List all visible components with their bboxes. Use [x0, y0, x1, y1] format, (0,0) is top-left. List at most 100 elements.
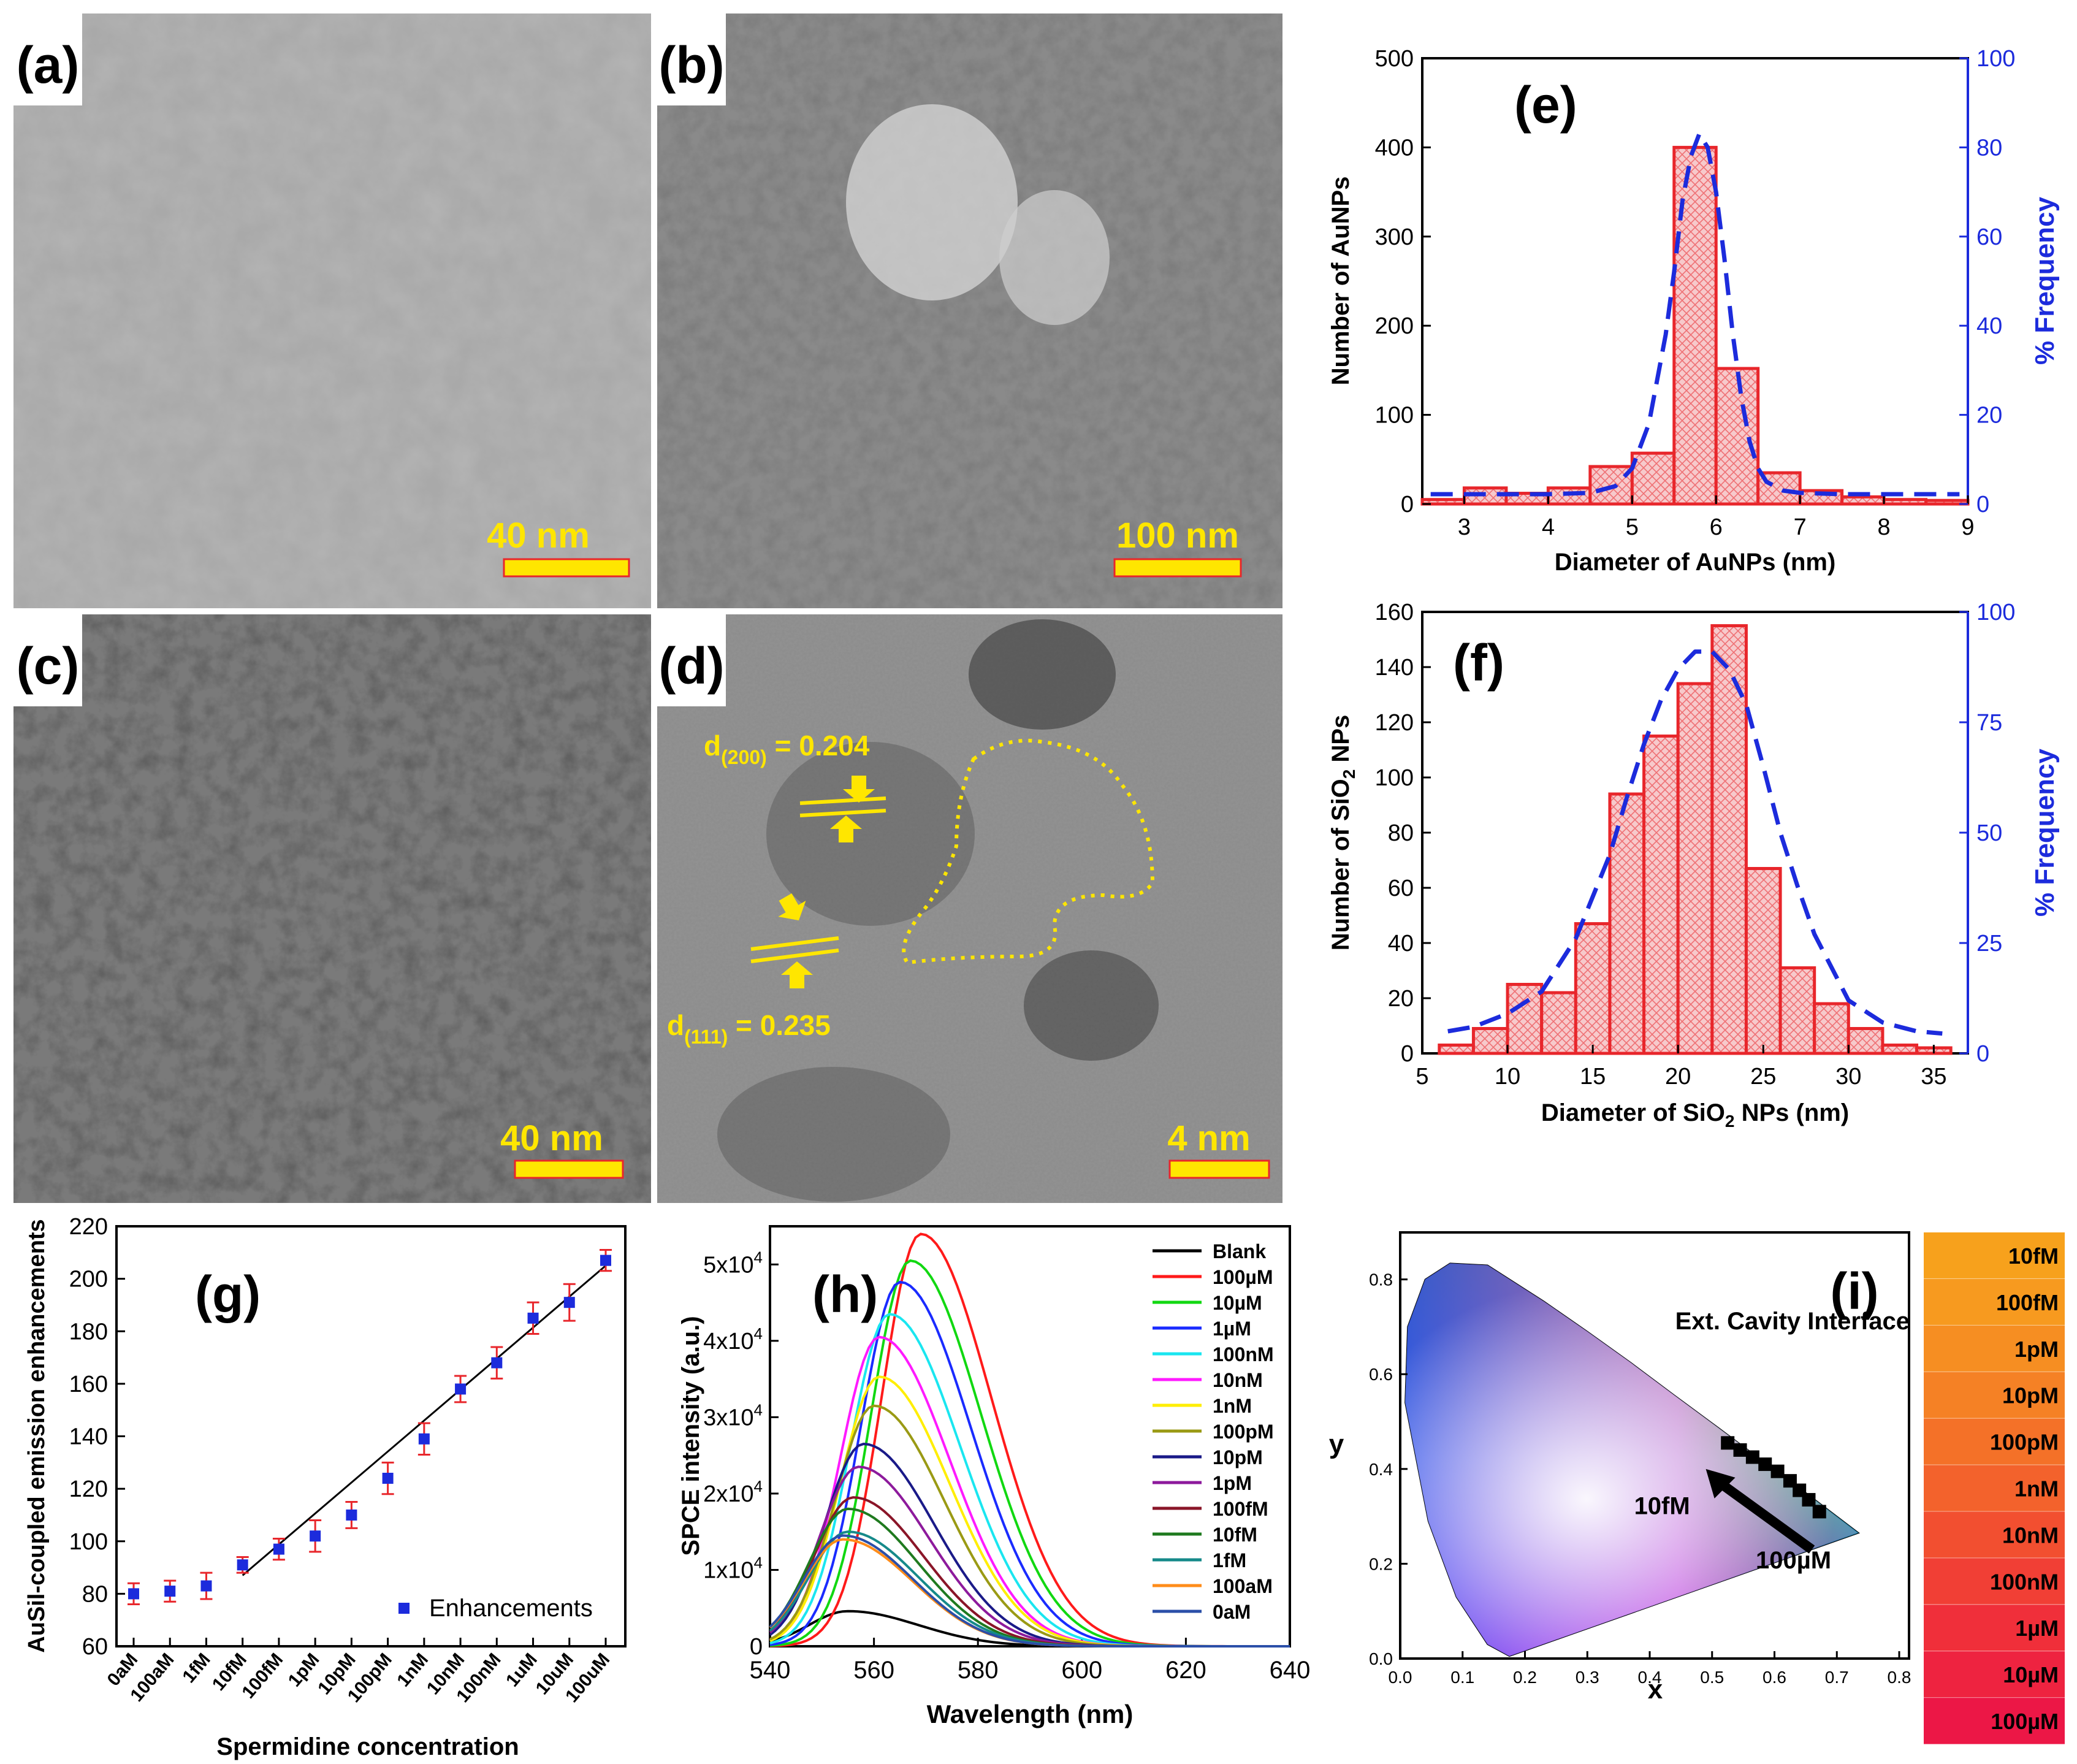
chart-h-xtick-label: 640 — [1270, 1657, 1311, 1684]
chart-g-ytick-label: 100 — [69, 1529, 108, 1555]
color-scale-swatch — [1924, 1325, 2065, 1372]
chart-f-bar — [1574, 922, 1612, 1055]
chart-f-xtick-label: 15 — [1580, 1064, 1606, 1090]
chart-f-gaussian-fit — [1447, 649, 1943, 1036]
color-scale-label: 100nM — [1990, 1569, 2059, 1594]
chart-i-end-label: 100µM — [1756, 1547, 1831, 1574]
chart-g-point — [382, 1473, 394, 1484]
chart-f-ytick-label: 160 — [1375, 600, 1414, 625]
color-scale-swatch — [1924, 1511, 2065, 1559]
chart-g-xtick-label: 100fM — [238, 1649, 287, 1702]
chart-g-legend-text: Enhancements — [429, 1595, 593, 1622]
color-scale-label: 1pM — [2014, 1337, 2059, 1362]
chart-e-y2tick-label: 100 — [1976, 46, 2015, 72]
chart-f-ytick-label: 60 — [1388, 876, 1414, 901]
chart-f-y2tick-label: 75 — [1976, 710, 2002, 736]
chart-f-y2tick-label: 25 — [1976, 931, 2002, 956]
chart-i-point — [1770, 1464, 1785, 1478]
color-scale-label: 100pM — [1990, 1430, 2059, 1455]
chart-e-y2tick-label: 60 — [1976, 224, 2002, 250]
d111-arrow-bottom — [781, 961, 813, 988]
color-scale-label: 100µM — [1991, 1709, 2059, 1734]
chart-h-legend-label: 10pM — [1213, 1446, 1263, 1468]
chart-f-xlabel: Diameter of SiO2 NPs (nm) — [1541, 1099, 1849, 1131]
color-scale-swatch — [1924, 1651, 2065, 1698]
chart-e-bar — [1882, 498, 1928, 506]
chart-h-ytick-label: 3x104 — [703, 1400, 763, 1430]
chart-g-point — [128, 1588, 139, 1600]
chart-e-xlabel: Diameter of AuNPs (nm) — [1555, 549, 1836, 576]
chart-f-y2label: % Frequency — [2030, 749, 2060, 917]
chart-i-annotation: Ext. Cavity Interface — [1675, 1308, 1910, 1335]
chart-i-point — [1812, 1505, 1826, 1519]
chart-g-ytick-label: 160 — [69, 1372, 108, 1397]
panel-f-label: (f) — [1453, 634, 1504, 692]
chart-i-arrow-shaft — [1716, 1478, 1815, 1554]
chart-g-point — [237, 1559, 248, 1571]
chart-h-xtick-label: 540 — [750, 1657, 791, 1684]
chart-h-ytick-label: 4x104 — [703, 1324, 763, 1354]
chart-f-bar — [1778, 966, 1816, 1055]
color-scale-swatch — [1924, 1558, 2065, 1605]
chart-i-xlabel: x — [1648, 1674, 1663, 1705]
color-scale-swatch — [1924, 1232, 2065, 1279]
chart-f-bar — [1438, 1044, 1475, 1055]
color-scale-label: 1nM — [2014, 1476, 2059, 1502]
chart-e-bar — [1714, 367, 1760, 506]
amorphous-region-outline — [902, 739, 1155, 965]
chart-f-bar — [1471, 1027, 1509, 1055]
chart-e-ytick-label: 100 — [1375, 403, 1414, 429]
chart-h-legend-label: 100aM — [1213, 1575, 1273, 1597]
panel-c-label-box — [13, 614, 82, 706]
chart-e-y2tick-label: 80 — [1976, 135, 2002, 161]
chart-h-legend-label: 1fM — [1213, 1549, 1246, 1571]
chart-f-ytick-label: 100 — [1375, 765, 1414, 791]
chart-g-ytick-label: 60 — [82, 1634, 108, 1660]
chart-i-start-label: 10fM — [1634, 1492, 1690, 1519]
panel-c-label: (c) — [17, 637, 80, 695]
color-scale-swatch — [1924, 1418, 2065, 1465]
panel-a-scale-bar — [503, 558, 630, 578]
chart-i-xtick-label: 0.7 — [1825, 1668, 1849, 1687]
panel-c: (c) 40 nm — [13, 614, 651, 1203]
chart-e-ytick-label: 500 — [1375, 46, 1414, 72]
panel-d-scale-text: 4 nm — [1167, 1118, 1250, 1158]
chart-e-bar — [1546, 486, 1592, 506]
chart-g-ytick-label: 200 — [69, 1267, 108, 1292]
chart-g-point — [200, 1580, 212, 1592]
chart-f-y2tick-label: 0 — [1976, 1041, 1989, 1067]
chart-f-xtick-label: 20 — [1665, 1064, 1691, 1090]
chart-i-xtick-label: 0.5 — [1700, 1668, 1724, 1687]
color-scale-swatch — [1924, 1465, 2065, 1512]
chart-e-xtick-label: 9 — [1961, 514, 1974, 540]
color-scale-label: 10nM — [2002, 1522, 2059, 1548]
chart-e-ytick-label: 300 — [1375, 224, 1414, 250]
chart-g-point — [600, 1254, 611, 1266]
panel-d-label-box — [657, 614, 726, 706]
panel-a-label: (a) — [17, 36, 80, 94]
chart-e-y2tick-label: 40 — [1976, 313, 2002, 339]
chart-i-point — [1733, 1443, 1747, 1457]
chart-h-legend-label: 100nM — [1213, 1343, 1274, 1365]
d111-arrow-top — [778, 893, 806, 921]
chart-h-ytick-label: 1x104 — [703, 1553, 763, 1583]
d200-annotation: d(200) = 0.204 — [704, 730, 870, 768]
chart-f: 5 10 15 20 25 30 35 0 20 40 60 80 100 120 140 160 0 25 50 7… — [1327, 600, 2060, 1131]
chart-h-xtick-label: 620 — [1165, 1657, 1206, 1684]
color-scale-swatch — [1924, 1372, 2065, 1419]
chart-e-xtick-label: 4 — [1542, 514, 1555, 540]
panel-d-scale-bar — [1168, 1159, 1270, 1179]
panel-c-scale-bar — [514, 1159, 624, 1179]
chart-h: 540 560 580 600 620 640 0 1x104 2x104 3x104 4x104 5… — [677, 1225, 1311, 1728]
chart-i-ytick-label: 0.6 — [1369, 1365, 1393, 1384]
panel-b-scale-text: 100 nm — [1116, 516, 1239, 556]
chart-i-ytick-label: 0.4 — [1369, 1460, 1393, 1479]
chart-f-ytick-label: 80 — [1388, 820, 1414, 846]
chart-i-xtick-label: 0.1 — [1450, 1668, 1474, 1687]
chart-i-xtick-label: 0.4 — [1638, 1668, 1662, 1687]
panel-g-label: (g) — [195, 1266, 261, 1323]
chart-e-ytick-label: 400 — [1375, 135, 1414, 161]
chart-i-ytick-label: 0.2 — [1369, 1554, 1393, 1573]
panel-b: (b) 100 nm — [657, 13, 1282, 608]
